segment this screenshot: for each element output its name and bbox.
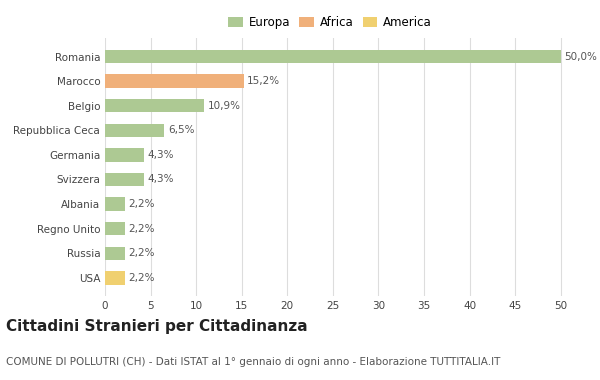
Bar bbox=[105, 247, 125, 260]
Text: 4,3%: 4,3% bbox=[148, 174, 175, 185]
Text: Cittadini Stranieri per Cittadinanza: Cittadini Stranieri per Cittadinanza bbox=[6, 319, 308, 334]
Text: 2,2%: 2,2% bbox=[128, 248, 155, 258]
Text: 2,2%: 2,2% bbox=[128, 199, 155, 209]
Text: 50,0%: 50,0% bbox=[565, 52, 597, 62]
Text: 2,2%: 2,2% bbox=[128, 273, 155, 283]
Bar bbox=[105, 99, 205, 112]
Text: 10,9%: 10,9% bbox=[208, 101, 241, 111]
Bar bbox=[105, 197, 125, 211]
Text: 15,2%: 15,2% bbox=[247, 76, 280, 86]
Text: 2,2%: 2,2% bbox=[128, 224, 155, 234]
Bar bbox=[105, 124, 164, 137]
Text: 6,5%: 6,5% bbox=[168, 125, 194, 135]
Legend: Europa, Africa, America: Europa, Africa, America bbox=[226, 14, 434, 31]
Text: COMUNE DI POLLUTRI (CH) - Dati ISTAT al 1° gennaio di ogni anno - Elaborazione T: COMUNE DI POLLUTRI (CH) - Dati ISTAT al … bbox=[6, 357, 500, 367]
Bar bbox=[105, 222, 125, 236]
Bar bbox=[105, 173, 144, 186]
Text: 4,3%: 4,3% bbox=[148, 150, 175, 160]
Bar bbox=[105, 271, 125, 285]
Bar bbox=[105, 50, 561, 63]
Bar bbox=[105, 74, 244, 88]
Bar bbox=[105, 148, 144, 162]
